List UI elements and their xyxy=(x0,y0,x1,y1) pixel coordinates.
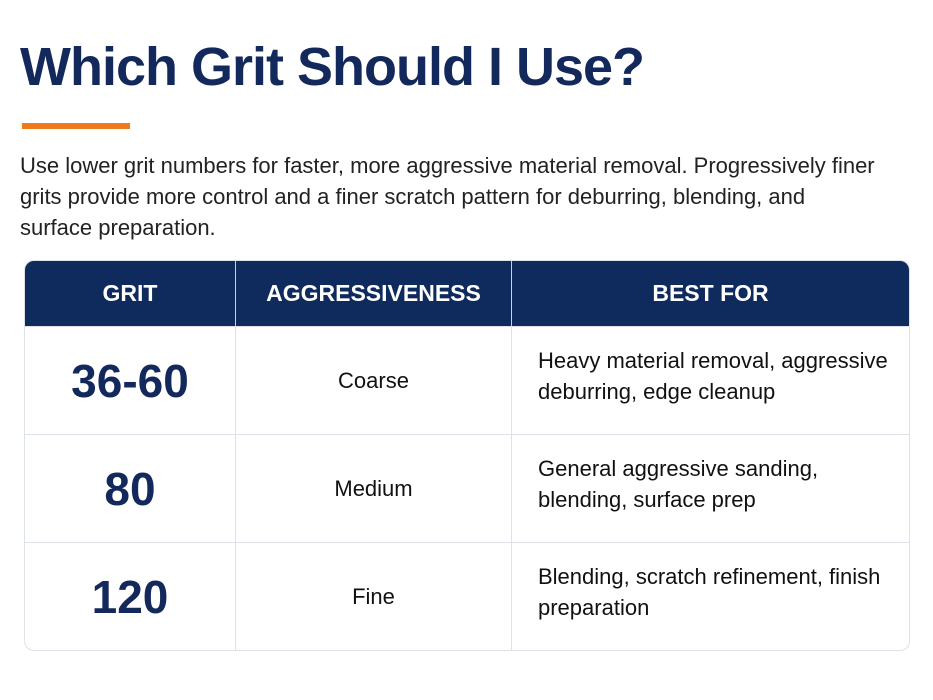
column-header: BEST FOR xyxy=(512,261,909,326)
column-header: GRIT xyxy=(25,261,236,326)
grit-value: 80 xyxy=(25,434,236,542)
table-row: 36-60 Coarse Heavy material removal, aggre… xyxy=(25,326,909,434)
best-for: General aggressive sanding, blending, su… xyxy=(512,434,909,542)
grit-table: GRIT AGGRESSIVENESS BEST FOR 36-60 Coarse He… xyxy=(24,260,910,651)
accent-rule xyxy=(22,123,130,129)
aggressiveness: Fine xyxy=(236,542,512,650)
column-header: AGGRESSIVENESS xyxy=(236,261,512,326)
grit-value: 36-60 xyxy=(25,326,236,434)
table-row: 80 Medium General aggressive sanding, blen… xyxy=(25,434,909,542)
header-row: GRIT AGGRESSIVENESS BEST FOR xyxy=(25,261,909,326)
table-head: GRIT AGGRESSIVENESS BEST FOR xyxy=(25,261,909,326)
grit-value: 120 xyxy=(25,542,236,650)
aggressiveness: Medium xyxy=(236,434,512,542)
best-for: Blending, scratch refinement, finish pre… xyxy=(512,542,909,650)
aggressiveness: Coarse xyxy=(236,326,512,434)
table-row: 120 Fine Blending, scratch refinement, fin… xyxy=(25,542,909,650)
table-body: 36-60 Coarse Heavy material removal, aggre… xyxy=(25,326,909,650)
best-for: Heavy material removal, aggressive debur… xyxy=(512,326,909,434)
title: Which Grit Should I Use? xyxy=(20,37,645,97)
intro: Use lower grit numbers for faster, more … xyxy=(20,153,875,240)
